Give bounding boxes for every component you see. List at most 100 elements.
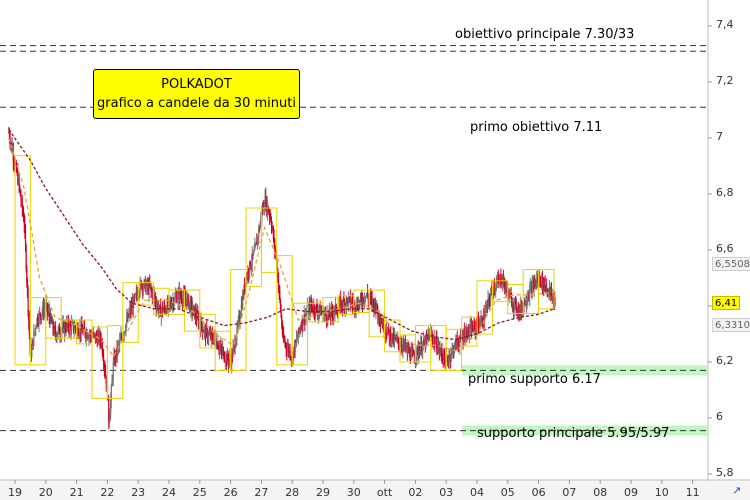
candle-body [18, 178, 20, 186]
candle-body [50, 314, 52, 321]
candle-body [30, 350, 32, 356]
candle-body [176, 298, 178, 302]
candle-body [424, 339, 426, 347]
candle-body [346, 297, 348, 300]
x-tick-label: 06 [531, 486, 546, 499]
candle-body [111, 381, 113, 387]
candle-body [222, 351, 224, 353]
candle-body [110, 399, 112, 414]
candle-body [518, 307, 521, 315]
candle-body [85, 332, 87, 338]
candle-body [256, 242, 258, 245]
candle-body [422, 340, 424, 345]
candle-body [47, 311, 50, 313]
candle-body [377, 312, 380, 316]
candle-body [515, 300, 517, 310]
candle-body [154, 299, 157, 304]
x-tick-label: 05 [500, 486, 515, 499]
candle-body [318, 306, 321, 312]
candle-body [72, 322, 74, 324]
candle-body [249, 261, 251, 269]
candle-body [313, 306, 316, 313]
candle-body [49, 314, 52, 324]
candle-body [59, 334, 61, 336]
candle-body [520, 305, 522, 314]
candle-body [471, 326, 473, 334]
candle-body [544, 282, 546, 288]
candle-body [140, 281, 143, 288]
candle-body [86, 332, 88, 338]
candle-body [513, 305, 515, 310]
candle-body [135, 293, 137, 295]
candle-body [134, 294, 136, 298]
candle-body [33, 332, 36, 334]
candle-body [264, 197, 266, 206]
candle-body [310, 302, 312, 306]
candle-body [381, 322, 383, 324]
candle-body [114, 353, 116, 363]
candle-body [466, 330, 468, 338]
candle-body [465, 332, 467, 339]
candle-body [252, 251, 255, 255]
candle-body [405, 346, 407, 348]
candle-body [279, 299, 282, 310]
candle-body [537, 277, 539, 282]
chart-title-line-1: POLKADOT [161, 77, 232, 92]
candle-body [13, 160, 15, 164]
x-tick-label: 19 [8, 486, 22, 499]
candle-body [217, 348, 219, 350]
candle-body [193, 307, 195, 309]
candle-body [293, 346, 296, 353]
candle-body [302, 318, 304, 326]
candle-body [507, 290, 510, 299]
candle-body [235, 339, 237, 345]
candle-body [268, 213, 271, 217]
candle-body [69, 323, 71, 326]
candle-body [226, 356, 228, 363]
candle-body [177, 292, 179, 299]
candle-body [281, 316, 283, 327]
candle-body [33, 332, 35, 345]
candle-body [518, 307, 520, 315]
candle-body [463, 331, 465, 341]
price-tag: 6,3310 [712, 318, 750, 333]
candle-body [117, 345, 119, 347]
candle-body [499, 276, 501, 278]
candle-body [70, 325, 72, 331]
resize-arrow-icon[interactable]: ↗ [732, 484, 742, 497]
candle-body [107, 397, 109, 401]
candle-body [495, 283, 497, 289]
candle-body [121, 338, 123, 340]
candle-body [203, 328, 205, 332]
candle-body [215, 344, 218, 348]
range-box [538, 269, 555, 310]
candle-body [247, 270, 249, 278]
candle-body [345, 297, 348, 306]
candle-body [235, 344, 237, 348]
candle-body [144, 280, 146, 291]
candle-body [239, 318, 241, 322]
candle-body [427, 336, 430, 338]
candle-body [224, 361, 226, 363]
candle-body [314, 312, 316, 314]
x-tick-label: 23 [131, 486, 146, 499]
candle-body [372, 299, 374, 304]
candle-body [529, 288, 531, 298]
candle-body [360, 296, 362, 299]
candle-body [253, 250, 255, 252]
candle-body [119, 340, 121, 345]
candle-body [473, 323, 475, 332]
candle-body [363, 297, 365, 302]
candle-body [194, 307, 196, 318]
candle-body [554, 299, 556, 306]
candle-body [277, 269, 279, 282]
candle-body [354, 302, 356, 310]
candle-body [250, 266, 252, 269]
candle-body [54, 327, 56, 331]
x-tick-label: 08 [593, 486, 608, 499]
candle-body [189, 301, 191, 311]
candle-body [185, 299, 187, 305]
candle-body [31, 345, 33, 356]
candle-body [474, 324, 476, 331]
candle-body [272, 229, 275, 239]
